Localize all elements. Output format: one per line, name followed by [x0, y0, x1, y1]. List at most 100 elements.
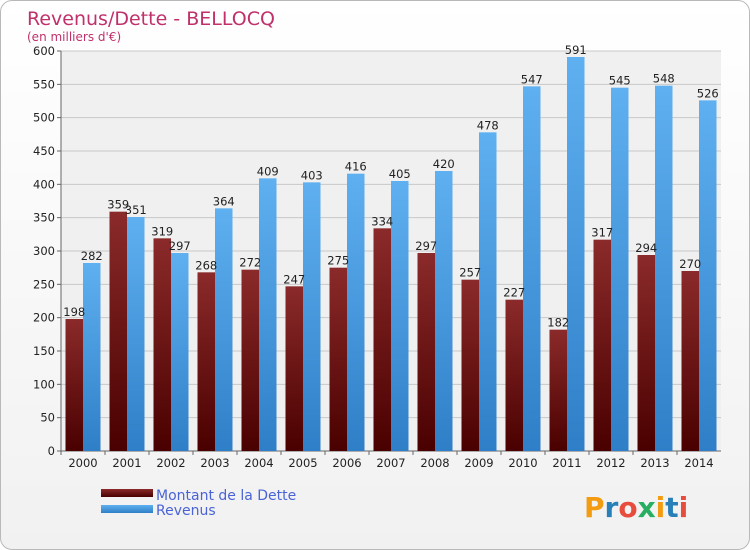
bar-debt: [681, 271, 699, 451]
y-tick-label: 500: [33, 111, 55, 125]
bar-revenus: [171, 253, 189, 451]
x-tick-label: 2002: [156, 456, 185, 470]
data-label: 420: [433, 157, 455, 171]
data-label: 547: [521, 72, 543, 86]
chart-title: Revenus/Dette - BELLOCQ: [27, 8, 275, 30]
data-label: 297: [415, 239, 437, 253]
x-tick-label: 2014: [684, 456, 713, 470]
data-label: 548: [653, 72, 675, 86]
bar-revenus: [435, 171, 453, 451]
data-label: 198: [63, 305, 85, 319]
logo-letter: i: [656, 491, 666, 524]
data-label: 591: [565, 43, 587, 57]
data-label: 294: [635, 241, 657, 255]
y-tick-label: 250: [33, 277, 55, 291]
data-label: 297: [169, 239, 191, 253]
data-label: 351: [125, 203, 147, 217]
logo-letter: i: [679, 491, 689, 524]
bar-revenus: [303, 182, 321, 452]
x-tick-label: 2011: [552, 456, 581, 470]
y-tick-label: 300: [33, 244, 55, 258]
y-tick-label: 450: [33, 144, 55, 158]
logo-letter: P: [584, 491, 605, 524]
chart-subtitle: (en milliers d'€): [27, 30, 121, 44]
bar-debt: [505, 299, 523, 451]
bar-revenus: [347, 173, 365, 451]
bar-debt: [417, 253, 435, 451]
data-label: 403: [301, 168, 323, 182]
logo-letter: o: [618, 491, 637, 524]
data-label: 319: [151, 224, 173, 238]
data-label: 275: [327, 254, 349, 268]
data-label: 545: [609, 74, 631, 88]
logo-letter: r: [605, 491, 619, 524]
legend-label-revenus: Revenus: [156, 503, 216, 519]
data-label: 416: [345, 160, 367, 174]
data-label: 257: [459, 266, 481, 280]
x-tick-label: 2000: [68, 456, 97, 470]
y-tick-label: 350: [33, 211, 55, 225]
bar-debt: [65, 319, 83, 451]
x-tick-label: 2008: [420, 456, 449, 470]
legend-swatch-debt: [101, 489, 153, 497]
data-label: 247: [283, 272, 305, 286]
x-tick-label: 2013: [640, 456, 669, 470]
bar-revenus: [391, 181, 409, 451]
bar-revenus: [611, 87, 629, 452]
bar-revenus: [259, 178, 277, 452]
bar-debt: [637, 255, 655, 451]
data-label: 272: [239, 256, 261, 270]
bar-revenus: [479, 132, 497, 452]
y-tick-label: 400: [33, 177, 55, 191]
bar-revenus: [127, 217, 145, 451]
data-label: 270: [679, 257, 701, 271]
bar-debt: [461, 279, 479, 451]
x-tick-label: 2007: [376, 456, 405, 470]
data-label: 317: [591, 226, 613, 240]
bar-debt: [197, 272, 215, 451]
logo-letter: t: [665, 491, 678, 524]
legend-swatch-revenus: [101, 505, 153, 513]
bar-debt: [241, 269, 259, 451]
data-label: 478: [477, 118, 499, 132]
x-tick-label: 2005: [288, 456, 317, 470]
data-label: 268: [195, 258, 217, 272]
bar-debt: [109, 211, 127, 451]
x-tick-label: 2010: [508, 456, 537, 470]
legend: Montant de la Dette Revenus: [101, 488, 296, 519]
bar-revenus: [83, 263, 101, 451]
y-tick-label: 550: [33, 77, 55, 91]
x-tick-label: 2009: [464, 456, 493, 470]
data-label: 334: [371, 214, 393, 228]
data-label: 409: [257, 164, 279, 178]
plot-area: 0 50 100 150 200 250 300 350 400 450 500 550 600 198 2…: [33, 43, 721, 470]
bar-debt: [373, 228, 391, 451]
logo-text: Proxiti: [584, 491, 688, 524]
y-tick-label: 600: [33, 44, 55, 58]
x-tick-label: 2001: [112, 456, 141, 470]
legend-label-debt: Montant de la Dette: [156, 488, 296, 504]
data-label: 359: [107, 198, 129, 212]
bar-revenus: [523, 86, 541, 451]
logo-letter: x: [638, 491, 656, 524]
bar-debt: [153, 238, 171, 451]
x-tick-label: 2012: [596, 456, 625, 470]
bar-revenus: [567, 57, 585, 451]
y-tick-label: 50: [40, 411, 55, 425]
data-label: 282: [81, 249, 103, 263]
bar-debt: [285, 286, 303, 451]
data-label: 182: [547, 316, 569, 330]
x-tick-label: 2006: [332, 456, 361, 470]
bar-debt: [329, 267, 347, 451]
bar-debt: [549, 329, 567, 451]
y-tick-label: 100: [33, 377, 55, 391]
x-tick-label: 2003: [200, 456, 229, 470]
data-label: 364: [213, 194, 235, 208]
bar-debt: [593, 239, 611, 451]
x-tick-label: 2004: [244, 456, 273, 470]
data-label: 405: [389, 167, 411, 181]
y-tick-label: 150: [33, 344, 55, 358]
bar-revenus: [655, 85, 673, 452]
